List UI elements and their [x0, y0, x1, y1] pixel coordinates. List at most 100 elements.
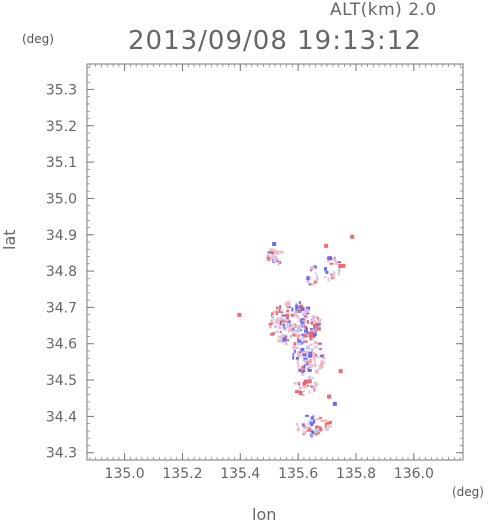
- echo-point: [268, 324, 272, 329]
- echo-point: [294, 390, 299, 394]
- echo-point: [308, 333, 313, 338]
- echo-point: [314, 429, 318, 434]
- echo-point: [316, 431, 320, 435]
- echo-point: [273, 332, 276, 335]
- echo-point: [328, 425, 333, 428]
- echo-point: [313, 265, 317, 268]
- echo-point: [277, 309, 280, 313]
- echo-point: [300, 321, 305, 326]
- echo-point: [279, 260, 282, 264]
- echo-point: [284, 302, 287, 307]
- echo-point: [280, 320, 285, 323]
- echo-point: [303, 325, 307, 329]
- echo-point: [276, 316, 279, 319]
- echo-point: [285, 324, 289, 327]
- echo-point: [272, 310, 277, 314]
- echo-point: [279, 330, 282, 333]
- echo-point: [295, 304, 299, 309]
- echo-point: [298, 301, 301, 305]
- axis-ticks: [87, 64, 463, 461]
- echo-point: [281, 314, 286, 317]
- echo-point: [316, 317, 319, 320]
- y-tick-label: 34.5: [46, 373, 77, 389]
- x-tick-label: 136.0: [394, 466, 434, 482]
- echo-point: [276, 311, 279, 316]
- echo-point: [298, 389, 301, 393]
- echo-point: [292, 333, 296, 337]
- echo-point: [296, 422, 299, 426]
- echo-point: [316, 323, 321, 326]
- echo-point: [313, 385, 316, 390]
- timestamp-title: 2013/09/08 19:13:12: [128, 26, 422, 56]
- echo-point: [337, 268, 341, 273]
- echo-point: [310, 433, 313, 436]
- echo-point: [283, 328, 288, 331]
- echo-point: [297, 306, 302, 309]
- echo-point: [269, 323, 273, 326]
- echo-point: [338, 369, 343, 374]
- echo-point: [276, 308, 280, 312]
- echo-point: [295, 313, 298, 317]
- echo-point: [286, 325, 290, 328]
- tick-labels: 35.3 35.2 35.1 35.0 34.9 34.8 34.7 34.6 34.5 34.4…: [46, 82, 434, 482]
- echo-point: [302, 312, 307, 316]
- echo-point: [303, 357, 308, 360]
- echo-point: [315, 428, 320, 432]
- echo-point: [270, 332, 275, 336]
- echo-point: [315, 355, 320, 358]
- echo-point: [272, 242, 277, 247]
- echo-point: [320, 353, 325, 356]
- echo-point: [282, 337, 286, 342]
- echo-point: [309, 269, 312, 272]
- echo-point: [317, 318, 322, 323]
- echo-point: [324, 267, 328, 272]
- echo-point: [319, 347, 323, 350]
- echo-point: [298, 353, 302, 358]
- echo-point: [330, 273, 333, 276]
- echo-point: [296, 315, 300, 319]
- x-tick-label: 135.6: [278, 466, 318, 482]
- echo-point: [301, 423, 305, 427]
- echo-point: [273, 260, 278, 263]
- echo-point: [293, 329, 298, 333]
- echo-point: [271, 312, 274, 317]
- echo-point: [269, 256, 273, 260]
- echo-point: [291, 307, 294, 312]
- echo-point: [313, 419, 316, 424]
- echo-point: [292, 327, 295, 331]
- x-tick-label: 135.4: [220, 466, 260, 482]
- echo-point: [314, 381, 317, 385]
- echo-point: [328, 256, 333, 261]
- echo-point: [341, 263, 346, 268]
- echo-point: [274, 251, 279, 254]
- echo-point: [308, 331, 313, 335]
- echo-point: [270, 319, 274, 324]
- echo-point: [303, 340, 308, 343]
- echo-point: [301, 365, 306, 369]
- echo-point: [295, 324, 300, 328]
- echo-point: [327, 394, 332, 399]
- echo-point: [277, 339, 281, 343]
- echo-point: [309, 338, 313, 341]
- echo-point: [313, 325, 317, 330]
- echo-point: [314, 382, 319, 386]
- echo-point: [306, 352, 309, 355]
- echo-point: [319, 427, 323, 431]
- echo-point: [292, 345, 297, 348]
- echo-point: [266, 254, 269, 258]
- echo-point: [282, 333, 285, 338]
- echo-point: [314, 353, 318, 357]
- y-axis-unit: (deg): [22, 32, 54, 46]
- echo-point: [282, 323, 285, 328]
- echo-point: [310, 347, 314, 352]
- echo-point: [326, 260, 330, 263]
- echo-point: [318, 342, 322, 345]
- x-tick-label: 135.2: [162, 466, 202, 482]
- y-tick-label: 35.0: [46, 191, 77, 207]
- echo-point: [304, 308, 309, 313]
- y-tick-label: 34.6: [46, 337, 77, 353]
- echo-point: [305, 414, 310, 417]
- echo-point: [302, 424, 306, 427]
- echo-point: [299, 351, 304, 354]
- echo-point: [301, 394, 305, 397]
